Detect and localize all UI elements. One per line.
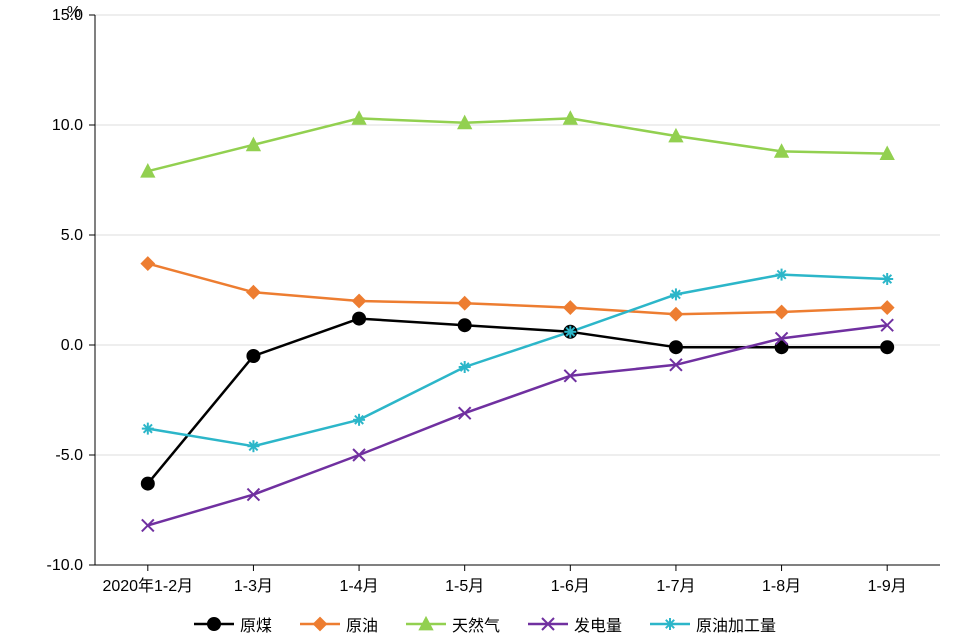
legend-item: 原煤 (194, 612, 272, 636)
legend-swatch (650, 615, 690, 633)
legend-item: 发电量 (528, 612, 622, 636)
legend-label: 原油 (346, 612, 378, 636)
legend-swatch (300, 615, 340, 633)
chart-container: -10.0-5.00.05.010.015.0%2020年1-2月1-3月1-4… (0, 0, 970, 640)
legend-swatch (194, 615, 234, 633)
legend-item: 原油加工量 (650, 612, 776, 636)
legend-label: 原煤 (240, 612, 272, 636)
y-tick-label: -5.0 (55, 447, 83, 464)
legend-swatch (406, 615, 446, 633)
y-unit-label: % (67, 4, 81, 21)
x-tick-label: 1-3月 (234, 578, 273, 595)
legend-swatch (528, 615, 568, 633)
legend: 原煤 原油 天然气 发电量 原油加工量 (0, 612, 970, 638)
x-tick-label: 1-7月 (656, 578, 695, 595)
y-tick-label: -10.0 (47, 557, 84, 574)
x-tick-label: 1-4月 (339, 578, 378, 595)
legend-item: 原油 (300, 612, 378, 636)
y-tick-label: 0.0 (61, 337, 83, 354)
y-tick-label: 10.0 (52, 117, 83, 134)
x-tick-label: 1-9月 (868, 578, 907, 595)
legend-item: 天然气 (406, 612, 500, 636)
x-tick-label: 1-6月 (551, 578, 590, 595)
y-tick-label: 5.0 (61, 227, 83, 244)
legend-label: 天然气 (452, 612, 500, 636)
legend-label: 发电量 (574, 612, 622, 636)
legend-label: 原油加工量 (696, 612, 776, 636)
x-tick-label: 2020年1-2月 (102, 577, 193, 595)
x-tick-label: 1-8月 (762, 578, 801, 595)
line-chart: -10.0-5.00.05.010.015.0%2020年1-2月1-3月1-4… (0, 0, 970, 640)
x-tick-label: 1-5月 (445, 578, 484, 595)
